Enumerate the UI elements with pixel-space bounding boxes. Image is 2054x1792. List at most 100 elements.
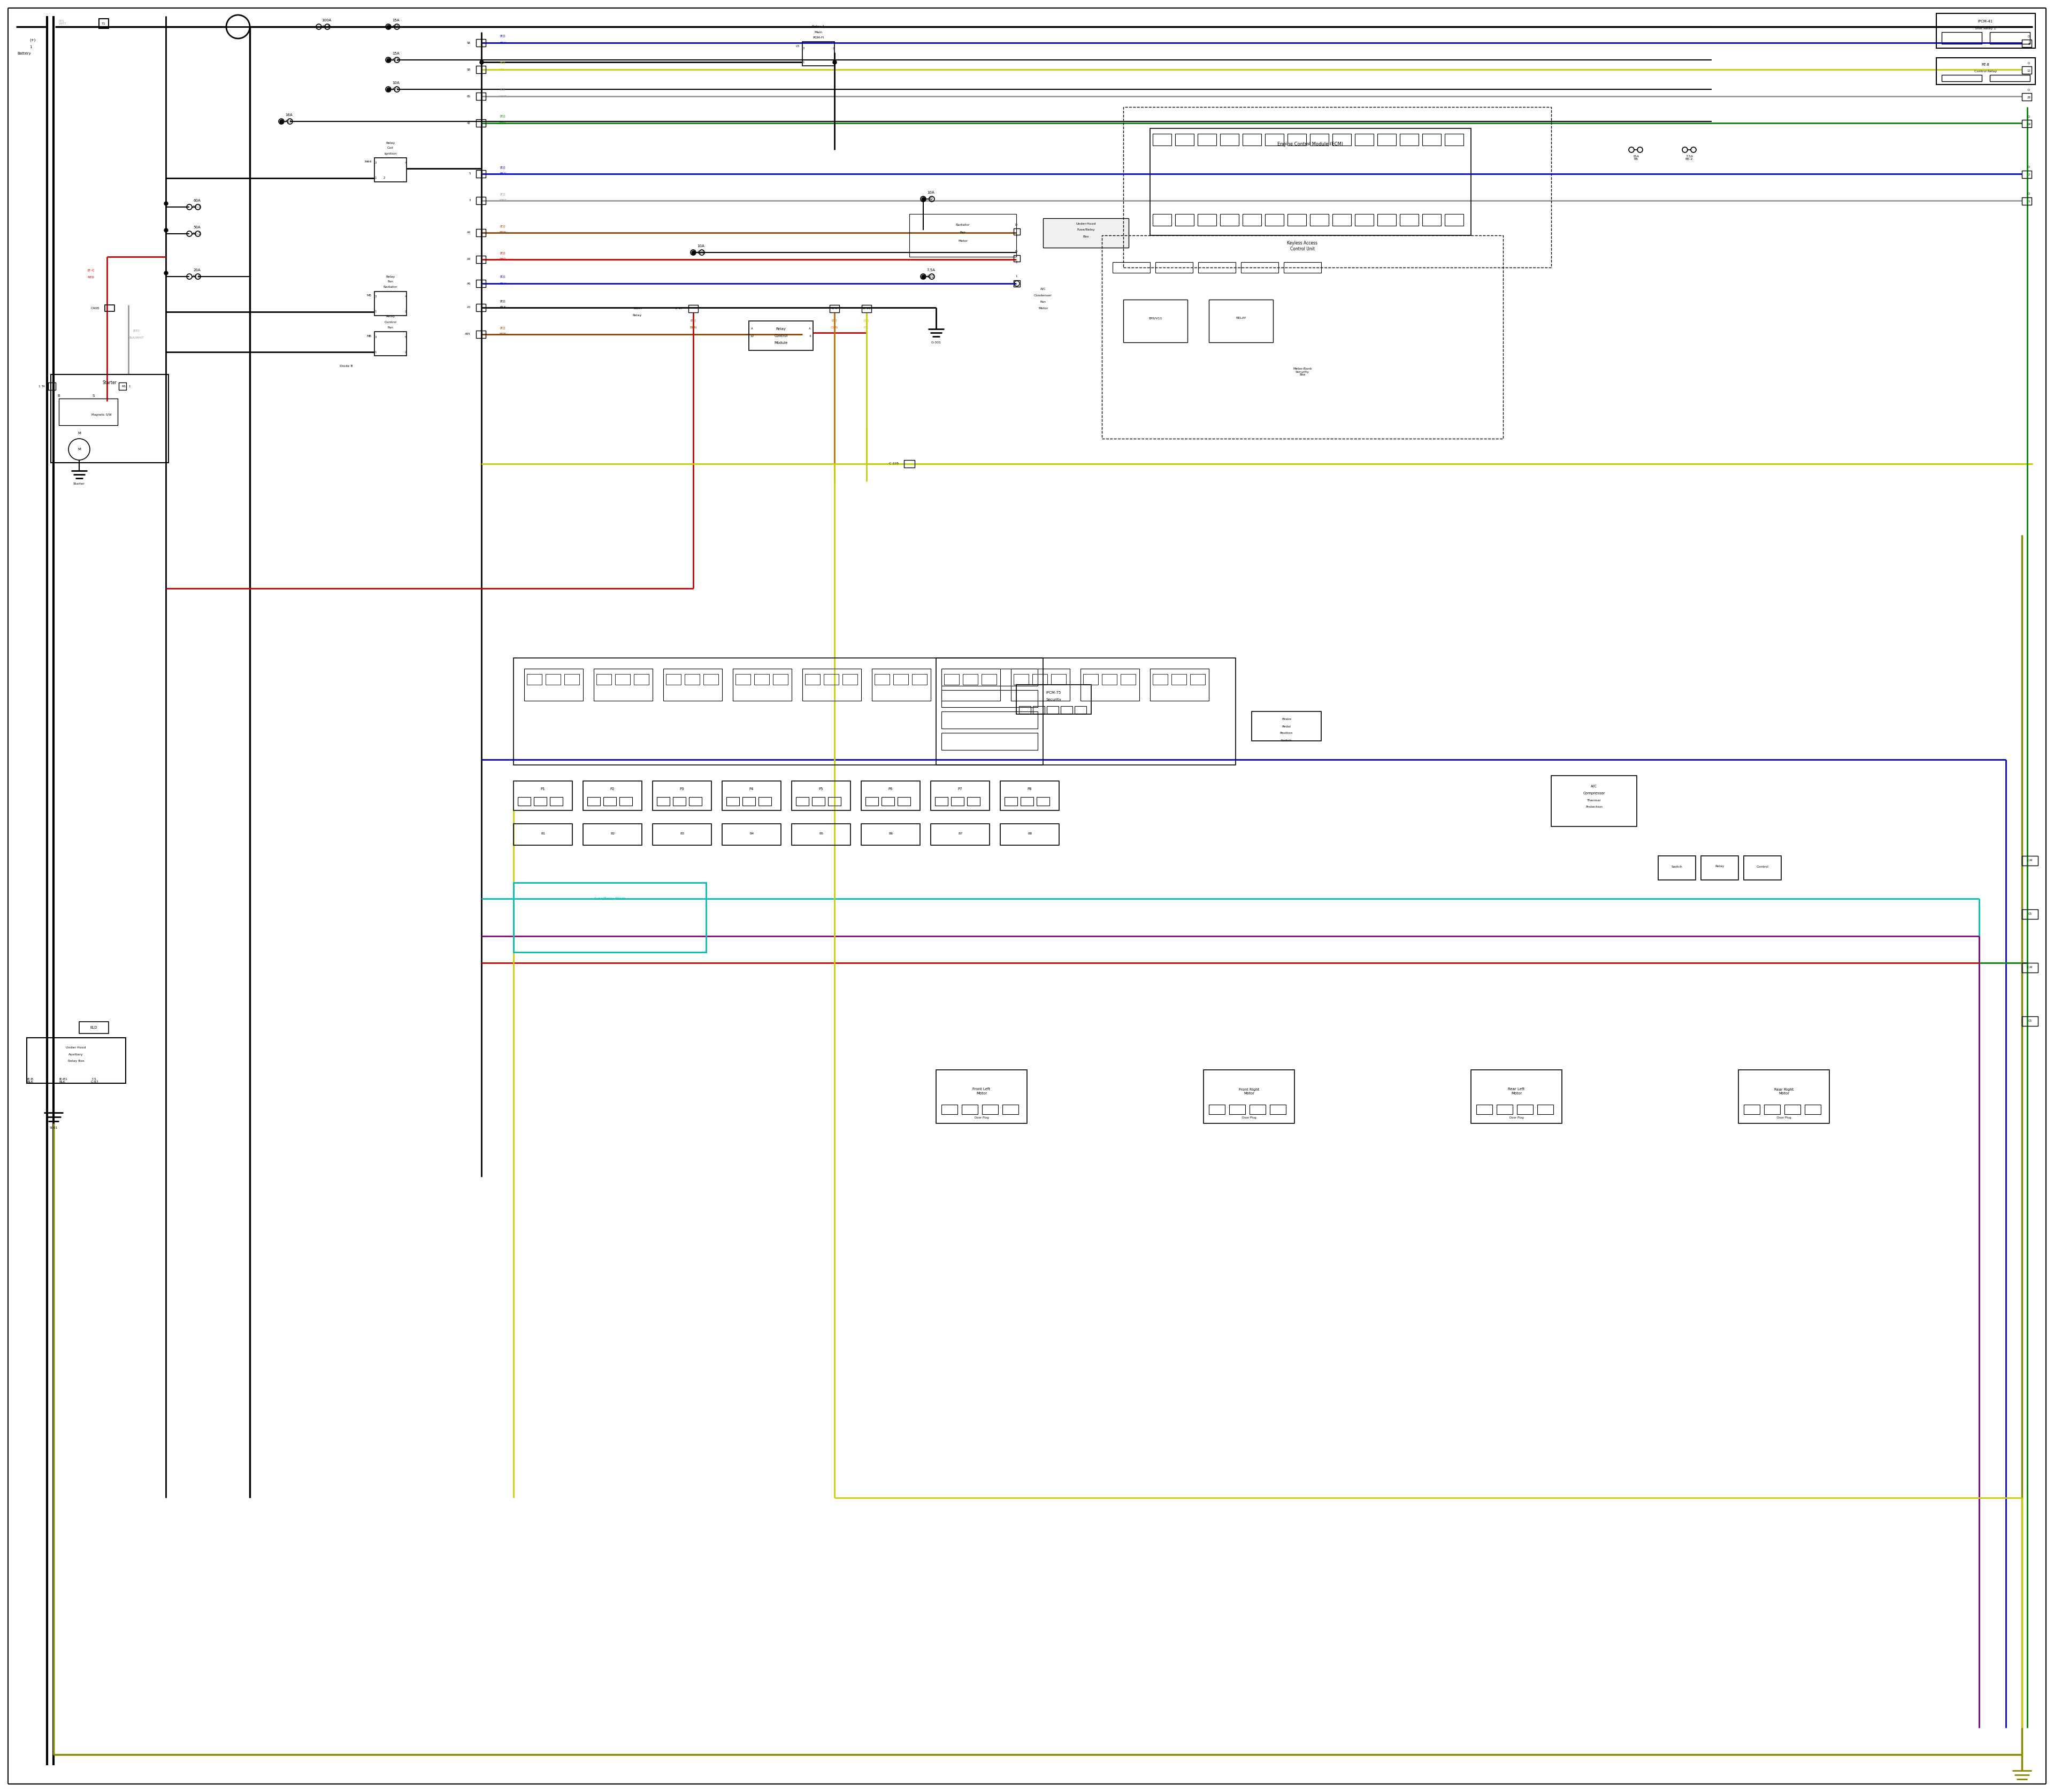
Text: Control Relay: Control Relay	[1974, 70, 1996, 73]
Text: YEL: YEL	[863, 326, 869, 328]
Bar	[47, 382, 55, 391]
Text: S: S	[92, 394, 94, 398]
Text: P6: P6	[887, 787, 893, 790]
Bar	[546, 674, 561, 685]
Text: RT-8: RT-8	[1982, 63, 1990, 66]
Bar	[583, 824, 641, 846]
Bar	[893, 674, 908, 685]
Bar	[1052, 674, 1066, 685]
Bar	[1074, 706, 1087, 713]
Text: A2-1: A2-1	[193, 233, 201, 235]
Bar	[1785, 1104, 1801, 1115]
Text: 15A
B5: 15A B5	[1633, 154, 1639, 161]
Bar	[1121, 674, 1136, 685]
Bar	[2021, 66, 2031, 73]
Bar	[1738, 1070, 1830, 1124]
Text: [EJ]: [EJ]	[832, 319, 838, 323]
Bar	[1154, 262, 1193, 272]
Text: (+): (+)	[29, 38, 35, 41]
Bar	[1744, 1104, 1760, 1115]
Bar	[688, 305, 698, 312]
Text: [EJ]: [EJ]	[863, 319, 869, 323]
Text: Under-Hood: Under-Hood	[1076, 222, 1097, 226]
Bar	[797, 797, 809, 806]
Bar	[723, 781, 781, 810]
Text: [EJ]: [EJ]	[499, 61, 505, 65]
Bar	[1701, 857, 1738, 880]
Text: Dash: Dash	[633, 306, 641, 310]
Text: Coil: Coil	[388, 147, 394, 149]
Text: A2-II: A2-II	[193, 274, 201, 278]
Bar	[477, 170, 485, 177]
Text: 60A: 60A	[193, 199, 201, 202]
Text: B2: B2	[610, 831, 614, 835]
Text: Motor: Motor	[1037, 306, 1048, 310]
Bar	[967, 797, 980, 806]
Text: Fan: Fan	[1039, 301, 1045, 303]
Bar	[688, 797, 702, 806]
Text: Module: Module	[774, 340, 789, 344]
Bar	[1197, 134, 1216, 145]
Text: Auxiliary: Auxiliary	[68, 1054, 84, 1055]
Text: C5: C5	[2027, 1020, 2031, 1023]
Text: 6S: 6S	[466, 95, 470, 97]
Bar	[1658, 857, 1697, 880]
Text: Fuse/Relay Block: Fuse/Relay Block	[594, 898, 626, 900]
Text: WHT: WHT	[499, 95, 507, 97]
Bar	[119, 382, 125, 391]
Text: IE-B1
BLK: IE-B1 BLK	[60, 1077, 68, 1084]
Bar	[1033, 674, 1048, 685]
Text: C-M: C-M	[2027, 966, 2033, 969]
Text: Control: Control	[1756, 866, 1768, 867]
Bar	[842, 674, 857, 685]
Bar	[477, 330, 485, 339]
Text: Under Hood: Under Hood	[66, 1047, 86, 1048]
Bar	[1764, 1104, 1781, 1115]
Text: ELD: ELD	[90, 1027, 97, 1029]
Text: A29: A29	[392, 88, 398, 91]
Text: 1: 1	[29, 45, 31, 48]
Bar	[99, 18, 109, 29]
Text: 12: 12	[2027, 70, 2031, 72]
Text: D: D	[1015, 251, 1017, 253]
Bar	[1171, 674, 1187, 685]
Bar	[1551, 776, 1637, 826]
Text: Motor: Motor	[957, 240, 967, 242]
Bar	[2021, 1016, 2038, 1027]
Text: A/C: A/C	[1590, 785, 1598, 788]
Text: D: D	[2027, 88, 2029, 91]
Bar	[1497, 1104, 1512, 1115]
Text: M5: M5	[368, 294, 372, 297]
Bar	[811, 797, 826, 806]
Bar	[1937, 13, 2036, 48]
Bar	[1444, 134, 1462, 145]
Bar	[1243, 213, 1261, 226]
Text: C5: C5	[2027, 912, 2031, 916]
Bar	[514, 781, 573, 810]
Bar	[1471, 1070, 1561, 1124]
Text: Starter: Starter	[103, 380, 117, 385]
Text: BRN: BRN	[499, 333, 507, 335]
Text: Relay: Relay	[386, 142, 394, 143]
Bar	[1043, 219, 1128, 247]
Bar	[941, 668, 1037, 686]
Bar	[1011, 668, 1070, 701]
Bar	[2021, 120, 2031, 127]
Bar	[477, 93, 485, 100]
Text: [EJ]: [EJ]	[499, 115, 505, 118]
Bar	[1744, 857, 1781, 880]
Bar	[791, 824, 850, 846]
Bar	[1101, 674, 1117, 685]
Bar	[1220, 213, 1239, 226]
Bar	[1251, 711, 1321, 740]
Text: Battery: Battery	[16, 52, 31, 56]
Bar	[1444, 213, 1462, 226]
Text: [EI]
WHT: [EI] WHT	[60, 20, 66, 25]
Bar	[60, 398, 117, 425]
Bar	[684, 674, 700, 685]
Text: P5: P5	[820, 787, 824, 790]
Bar	[824, 674, 838, 685]
Bar	[1189, 674, 1206, 685]
Text: 28: 28	[2027, 97, 2031, 99]
Bar	[1082, 674, 1099, 685]
